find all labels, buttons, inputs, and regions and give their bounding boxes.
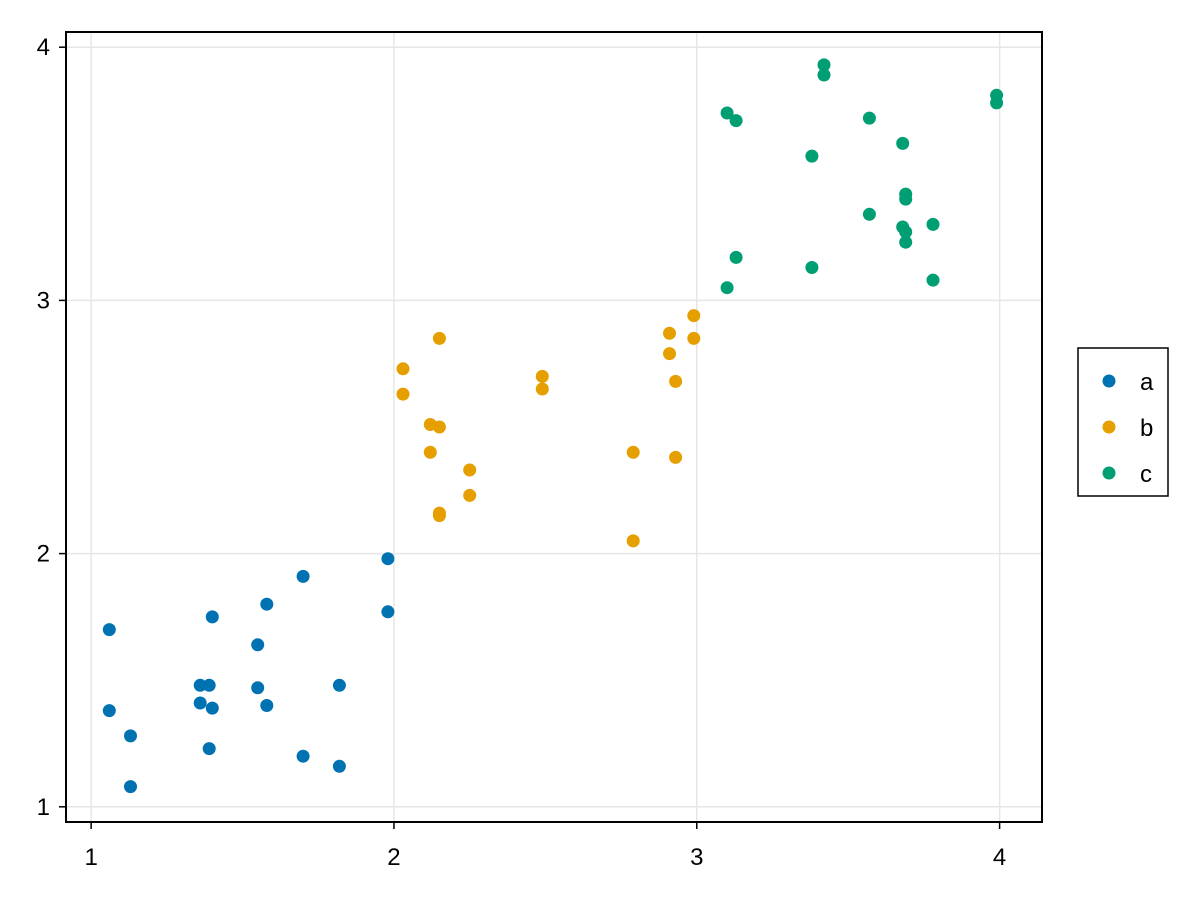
legend-marker-c <box>1102 466 1116 480</box>
data-point-c <box>805 149 819 163</box>
data-point-a <box>202 742 216 756</box>
y-tick-label: 2 <box>37 541 50 568</box>
data-point-b <box>396 362 410 376</box>
data-point-b <box>663 326 676 340</box>
legend-marker-b <box>1102 420 1116 434</box>
data-point-b <box>396 387 410 401</box>
data-point-a <box>205 610 219 624</box>
data-point-c <box>729 250 743 264</box>
data-point-b <box>687 309 701 323</box>
data-point-c <box>862 207 876 221</box>
y-tick-label: 3 <box>37 287 50 314</box>
legend-label-c: c <box>1140 461 1152 488</box>
data-point-a <box>124 780 137 794</box>
data-point-a <box>202 678 216 692</box>
data-point-c <box>805 261 819 274</box>
data-point-c <box>926 273 940 287</box>
data-point-a <box>251 638 265 652</box>
data-point-c <box>896 136 910 150</box>
legend: abc <box>1077 347 1169 497</box>
data-point-b <box>432 420 446 434</box>
data-point-a <box>332 678 346 692</box>
data-point-c <box>862 111 876 125</box>
y-tick-label: 1 <box>37 794 50 821</box>
data-point-b <box>463 463 477 477</box>
data-point-b <box>463 488 477 502</box>
data-point-b <box>626 445 640 459</box>
data-point-a <box>260 699 274 712</box>
data-point-a <box>296 749 310 763</box>
y-tick-label: 4 <box>37 34 50 61</box>
data-point-b <box>626 534 640 548</box>
data-point-a <box>102 623 116 637</box>
data-point-b <box>663 347 676 361</box>
data-point-a <box>193 696 207 710</box>
data-point-a <box>193 678 207 692</box>
data-point-a <box>102 704 116 718</box>
data-point-c <box>817 58 831 72</box>
data-point-c <box>729 114 743 128</box>
data-point-a <box>260 597 274 611</box>
grid <box>66 32 1042 822</box>
x-tick-label: 3 <box>690 844 703 871</box>
x-tick-label: 2 <box>387 844 400 871</box>
data-point-a <box>251 681 265 695</box>
data-point-b <box>669 374 683 388</box>
data-point-b <box>432 331 446 345</box>
plot-frame <box>65 31 1043 823</box>
x-tick-label: 1 <box>84 844 97 871</box>
data-point-a <box>124 729 137 743</box>
data-point-c <box>720 281 734 295</box>
data-point-b <box>535 369 549 383</box>
data-point-a <box>205 701 219 715</box>
data-point-c <box>990 96 1004 110</box>
data-point-b <box>669 450 683 464</box>
data-point-a <box>296 569 310 583</box>
data-point-a <box>381 552 395 566</box>
plot-points <box>102 58 1004 794</box>
axis-ticks: 1 2 3 4 1 2 3 4 <box>37 34 1007 871</box>
data-point-b <box>687 331 701 345</box>
data-point-c <box>899 192 913 206</box>
data-point-c <box>926 217 940 231</box>
data-point-a <box>381 605 395 619</box>
data-point-c <box>899 235 913 249</box>
data-point-b <box>432 509 446 523</box>
legend-label-b: b <box>1140 415 1153 442</box>
data-point-c <box>899 225 913 239</box>
data-point-c <box>720 106 734 120</box>
data-point-a <box>332 759 346 773</box>
data-point-b <box>535 382 549 396</box>
legend-marker-a <box>1102 374 1116 388</box>
legend-label-a: a <box>1140 369 1154 396</box>
legend-box <box>1077 347 1169 497</box>
data-point-c <box>817 68 831 82</box>
data-point-b <box>423 445 437 459</box>
x-tick-label: 4 <box>993 844 1006 871</box>
